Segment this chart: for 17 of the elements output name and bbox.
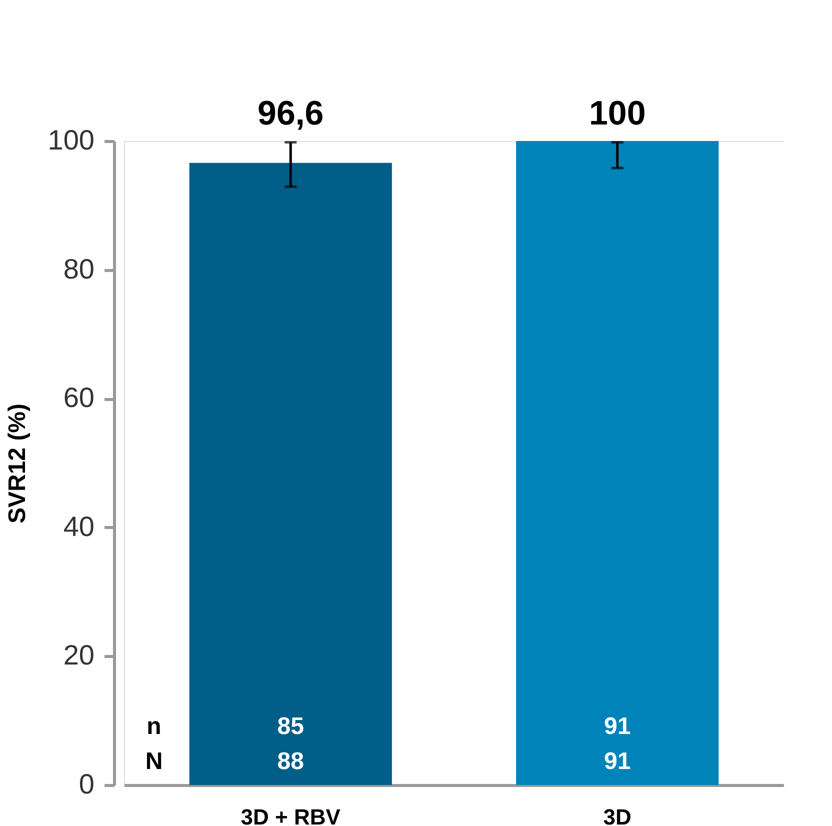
y-tick-label: 80 <box>63 253 94 284</box>
y-tick-label: 0 <box>78 768 94 800</box>
y-axis-title: SVR12 (%) <box>4 403 31 524</box>
y-tick-label: 20 <box>63 640 94 671</box>
annotation: 91 <box>604 713 631 740</box>
annotation: n <box>146 713 162 740</box>
data-label: 100 <box>589 94 646 132</box>
y-tick-label: 100 <box>48 124 94 156</box>
annotation: 85 <box>277 713 304 740</box>
data-label: 96,6 <box>258 94 324 132</box>
x-tick-label: 3D <box>603 804 632 826</box>
x-tick-label: 3D + RBV <box>240 804 341 826</box>
annotation: N <box>145 748 163 775</box>
annotation: 88 <box>277 748 304 775</box>
y-tick-label: 60 <box>63 382 94 414</box>
annotation: 91 <box>604 748 631 775</box>
y-tick-label: 40 <box>63 510 94 542</box>
